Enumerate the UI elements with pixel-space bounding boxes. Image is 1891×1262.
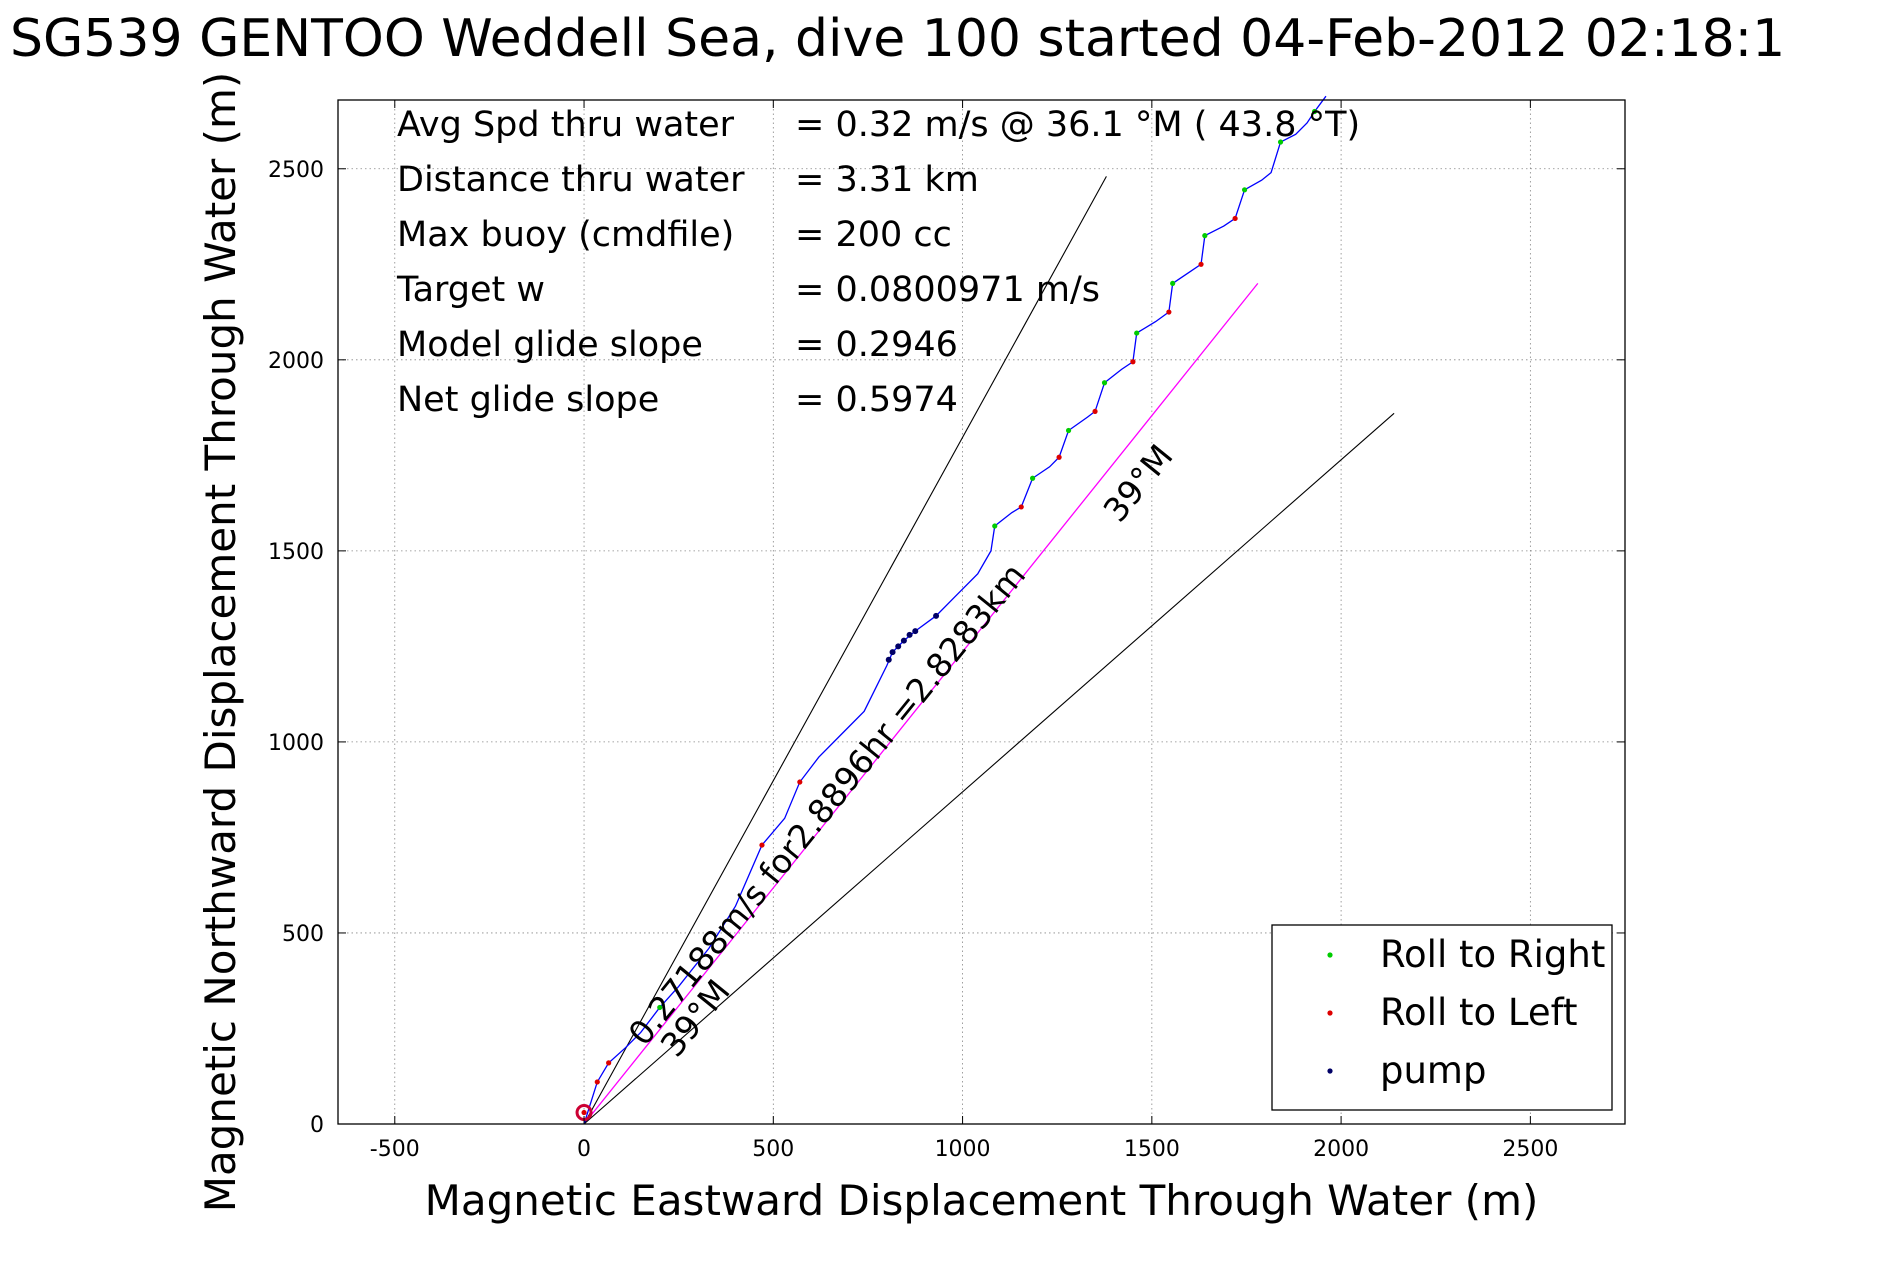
data-point-roll-to-left bbox=[759, 842, 765, 848]
x-tick-label: 1500 bbox=[1124, 1137, 1180, 1162]
chart-title: SG539 GENTOO Weddell Sea, dive 100 start… bbox=[10, 9, 1785, 69]
x-tick-label: 2000 bbox=[1313, 1137, 1369, 1162]
x-tick-label: 2500 bbox=[1502, 1137, 1558, 1162]
y-tick-label: 500 bbox=[282, 922, 324, 947]
data-point-roll-to-right bbox=[1241, 187, 1248, 193]
data-point-roll-to-right bbox=[1277, 139, 1284, 145]
data-point-roll-to-right bbox=[1065, 427, 1072, 434]
heading-reference-line bbox=[583, 412, 1395, 1125]
data-point-roll-to-left bbox=[1092, 408, 1098, 415]
current-vector-line bbox=[583, 282, 1259, 1125]
data-point-roll-to-right bbox=[1134, 330, 1140, 336]
stat-value: = 0.2946 bbox=[795, 325, 958, 365]
axis-ticks: -500 0 500 1000 1500 2000 2500 0 500 1000 1500 2000… bbox=[268, 100, 1625, 1162]
data-point-pump bbox=[912, 628, 919, 635]
stat-value: = 0.5974 bbox=[795, 380, 958, 420]
data-point-roll-to-left bbox=[1198, 261, 1204, 267]
data-point-roll-to-right bbox=[657, 1004, 663, 1011]
data-point-roll-to-right bbox=[1312, 108, 1318, 115]
legend-marker bbox=[1327, 952, 1333, 958]
data-point-roll-to-left bbox=[606, 1060, 612, 1066]
stat-label: Net glide slope bbox=[397, 380, 659, 420]
stat-value: = 3.31 km bbox=[795, 160, 979, 200]
stat-label: Model glide slope bbox=[397, 325, 703, 365]
legend-label: Roll to Right bbox=[1380, 933, 1605, 976]
legend-label: Roll to Left bbox=[1380, 991, 1578, 1034]
y-axis-label: Magnetic Northward Displacement Through … bbox=[196, 72, 245, 1213]
stat-value: = 0.0800971 m/s bbox=[795, 270, 1100, 310]
data-point-pump bbox=[885, 656, 892, 663]
y-tick-label: 1000 bbox=[268, 731, 324, 756]
data-point-roll-to-right bbox=[992, 523, 998, 529]
data-point-roll-to-right bbox=[1170, 280, 1176, 287]
stats-block: Avg Spd thru water = 0.32 m/s @ 36.1 °M (… bbox=[396, 105, 1360, 420]
legend-marker bbox=[1327, 1010, 1333, 1016]
data-point-pump bbox=[906, 631, 913, 638]
legend: Roll to Right Roll to Left pump bbox=[1271, 924, 1613, 1111]
data-point-roll-to-left bbox=[1232, 215, 1238, 222]
heading-reference-line bbox=[583, 176, 1107, 1125]
data-point-pump bbox=[933, 612, 940, 619]
stat-label: Max buoy (cmdfile) bbox=[397, 215, 734, 255]
data-point-pump bbox=[900, 637, 907, 644]
x-tick-label: 500 bbox=[752, 1137, 794, 1162]
heading-annotation-upper: 39°M bbox=[1096, 437, 1181, 529]
legend-label: pump bbox=[1380, 1049, 1486, 1092]
track-markers bbox=[575, 108, 1318, 1122]
plot-frame bbox=[337, 99, 1626, 1125]
y-tick-label: 2500 bbox=[268, 158, 324, 183]
x-axis-label: Magnetic Eastward Displacement Through W… bbox=[425, 1176, 1539, 1225]
data-point-roll-to-left bbox=[581, 1109, 587, 1116]
data-point-pump bbox=[889, 649, 896, 656]
data-point-roll-to-right bbox=[1202, 233, 1208, 239]
current-annotation: 0.27188m/s for2.8896hr =2.8283km bbox=[621, 556, 1034, 1053]
stat-label: Distance thru water bbox=[397, 160, 745, 200]
y-tick-label: 1500 bbox=[268, 540, 324, 565]
y-tick-label: 2000 bbox=[268, 349, 324, 374]
data-point-roll-to-right bbox=[1101, 380, 1108, 386]
stat-label: Avg Spd thru water bbox=[397, 105, 735, 145]
legend-marker bbox=[1327, 1068, 1333, 1074]
data-point-roll-to-left bbox=[797, 779, 803, 785]
stat-label: Target w bbox=[396, 270, 545, 310]
x-tick-label: -500 bbox=[370, 1137, 420, 1162]
data-point-roll-to-left bbox=[594, 1079, 600, 1085]
data-point-roll-to-left bbox=[1130, 359, 1136, 365]
stat-value: = 200 cc bbox=[795, 215, 952, 255]
data-point-roll-to-left bbox=[1056, 454, 1062, 460]
reference-lines bbox=[583, 176, 1395, 1125]
data-point-pump bbox=[895, 643, 902, 650]
x-tick-label: 0 bbox=[577, 1137, 591, 1162]
data-point-roll-to-right bbox=[1030, 475, 1036, 481]
stat-value: = 0.32 m/s @ 36.1 °M ( 43.8 °T) bbox=[795, 105, 1360, 145]
data-point-roll-to-left bbox=[1166, 309, 1172, 315]
legend-box bbox=[1271, 924, 1613, 1111]
x-tick-label: 1000 bbox=[935, 1137, 991, 1162]
data-point-roll-to-left bbox=[1018, 504, 1024, 510]
y-tick-label: 0 bbox=[310, 1113, 324, 1138]
